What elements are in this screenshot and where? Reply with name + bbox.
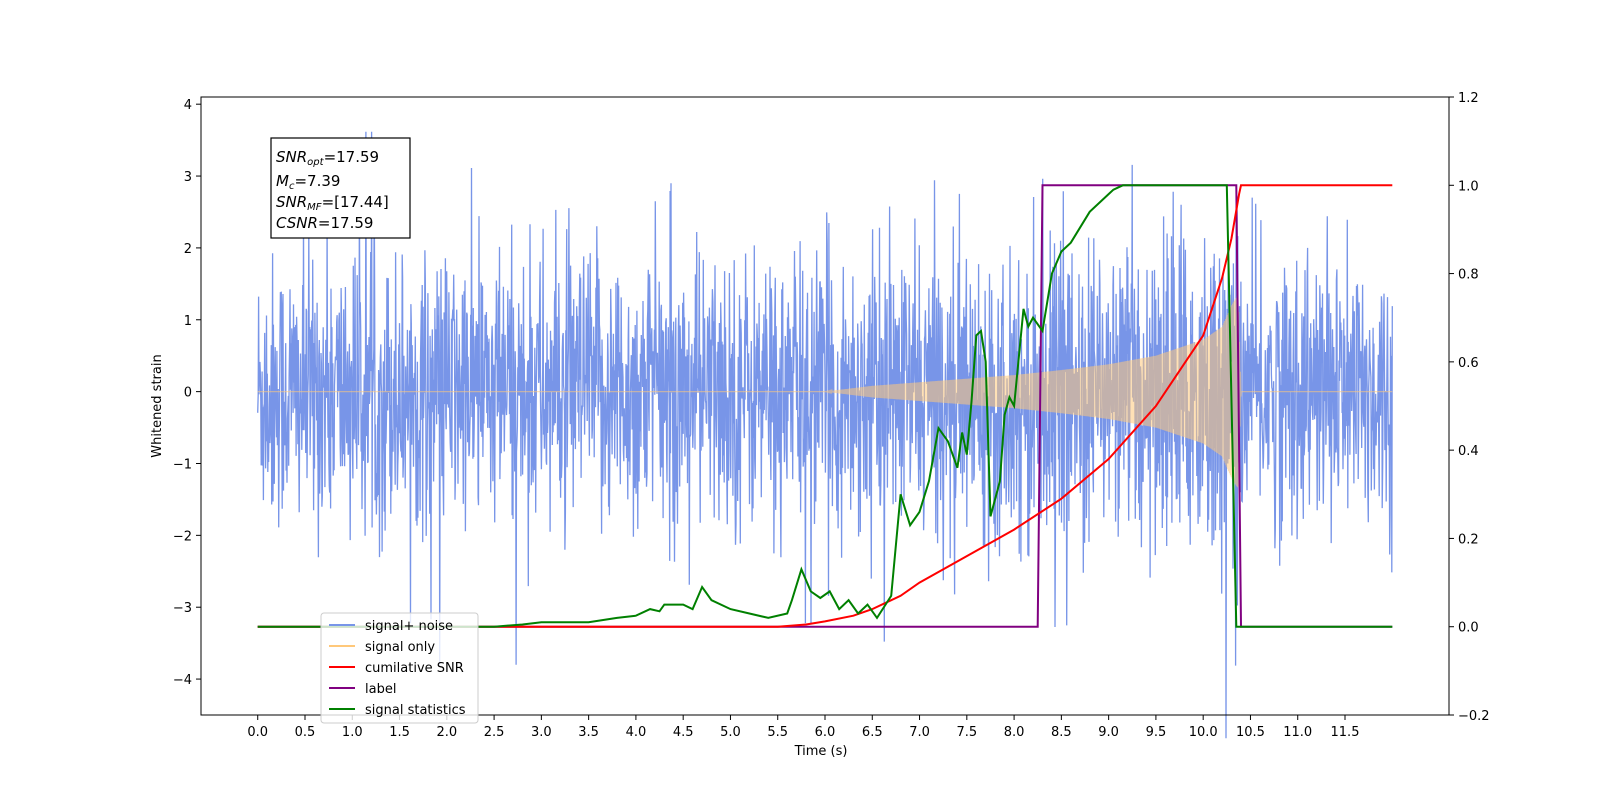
- x-tick-label: 4.5: [673, 725, 694, 740]
- x-tick-label: 6.0: [815, 725, 836, 740]
- annotation-snr-opt: SNRopt=17.59: [276, 148, 379, 168]
- y-left-tick-label: 4: [184, 98, 192, 113]
- legend-label-label: label: [365, 682, 396, 697]
- x-tick-label: 5.5: [767, 725, 788, 740]
- x-axis-label: Time (s): [794, 744, 848, 759]
- x-tick-label: 8.5: [1051, 725, 1072, 740]
- y-right-tick-label: 1.2: [1458, 91, 1479, 106]
- y-axis-left-label: Whitened strain: [150, 354, 165, 457]
- x-tick-label: 3.5: [578, 725, 599, 740]
- annotation-mc: Mc=7.39: [276, 172, 340, 192]
- y-right-tick-label: 0.0: [1458, 621, 1479, 636]
- y-left-tick-label: −4: [173, 673, 192, 688]
- x-tick-label: 0.5: [295, 725, 316, 740]
- x-tick-label: 8.0: [1004, 725, 1025, 740]
- x-tick-label: 5.0: [720, 725, 741, 740]
- y-axis-left-ticks: 4 3 2 1 0 −1 −2 −3 −4: [173, 98, 201, 688]
- x-tick-label: 3.0: [531, 725, 552, 740]
- stats-annotation: SNRopt=17.59 Mc=7.39 SNRMF=[17.44] CSNR=…: [270, 137, 411, 239]
- x-tick-label: 2.0: [436, 725, 457, 740]
- x-tick-label: 7.5: [956, 725, 977, 740]
- legend-label-signal-noise: signal+ noise: [365, 619, 453, 634]
- annotation-snr-mf: SNRMF=[17.44]: [276, 193, 389, 213]
- plot-area: [257, 131, 1393, 739]
- y-left-tick-label: −1: [173, 457, 192, 472]
- y-left-tick-label: 3: [184, 170, 192, 185]
- x-tick-label: 10.5: [1236, 725, 1265, 740]
- x-tick-label: 4.0: [626, 725, 647, 740]
- legend-label-signal-statistics: signal statistics: [365, 703, 466, 718]
- series-signal-only: [257, 295, 1393, 488]
- x-tick-label: 9.0: [1098, 725, 1119, 740]
- x-tick-label: 9.5: [1146, 725, 1167, 740]
- x-tick-label: 0.0: [247, 725, 268, 740]
- x-tick-label: 11.0: [1283, 725, 1312, 740]
- annotation-csnr: CSNR=17.59: [276, 214, 373, 232]
- x-tick-label: 1.0: [342, 725, 363, 740]
- y-left-tick-label: 1: [184, 314, 192, 329]
- x-tick-label: 1.5: [389, 725, 410, 740]
- legend-label-signal-only: signal only: [365, 640, 435, 655]
- y-left-tick-label: 0: [184, 386, 192, 401]
- y-left-tick-label: −2: [173, 529, 192, 544]
- x-tick-label: 11.5: [1331, 725, 1360, 740]
- legend-label-cumilative-snr: cumilative SNR: [365, 661, 464, 676]
- y-left-tick-label: −3: [173, 601, 192, 616]
- x-axis-ticks: 0.0 0.5 1.0 1.5 2.0 2.5 3.0 3.5 4.0 4.5 5.0 5.5 6.0 6…: [247, 715, 1359, 740]
- y-axis-right-ticks: 1.2 1.0 0.8 0.6 0.4 0.2 0.0 −0.2: [1449, 91, 1490, 724]
- legend-box: [320, 612, 479, 724]
- y-right-tick-label: 0.2: [1458, 532, 1479, 547]
- x-tick-label: 7.0: [909, 725, 930, 740]
- x-tick-label: 6.5: [862, 725, 883, 740]
- x-tick-label: 2.5: [484, 725, 505, 740]
- y-right-tick-label: −0.2: [1458, 709, 1490, 724]
- y-right-tick-label: 0.6: [1458, 356, 1479, 371]
- x-tick-label: 10.0: [1189, 725, 1218, 740]
- y-right-tick-label: 1.0: [1458, 179, 1479, 194]
- annotation-box: [270, 137, 411, 239]
- legend: signal+ noise signal only cumilative SNR…: [320, 612, 479, 724]
- series-cumilative-snr: [257, 184, 1393, 628]
- y-left-tick-label: 2: [184, 242, 192, 257]
- series-signal-statistics: [257, 184, 1393, 628]
- y-right-tick-label: 0.8: [1458, 268, 1479, 283]
- y-right-tick-label: 0.4: [1458, 444, 1479, 459]
